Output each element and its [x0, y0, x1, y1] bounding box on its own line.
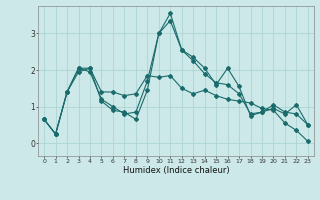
X-axis label: Humidex (Indice chaleur): Humidex (Indice chaleur) [123, 166, 229, 175]
